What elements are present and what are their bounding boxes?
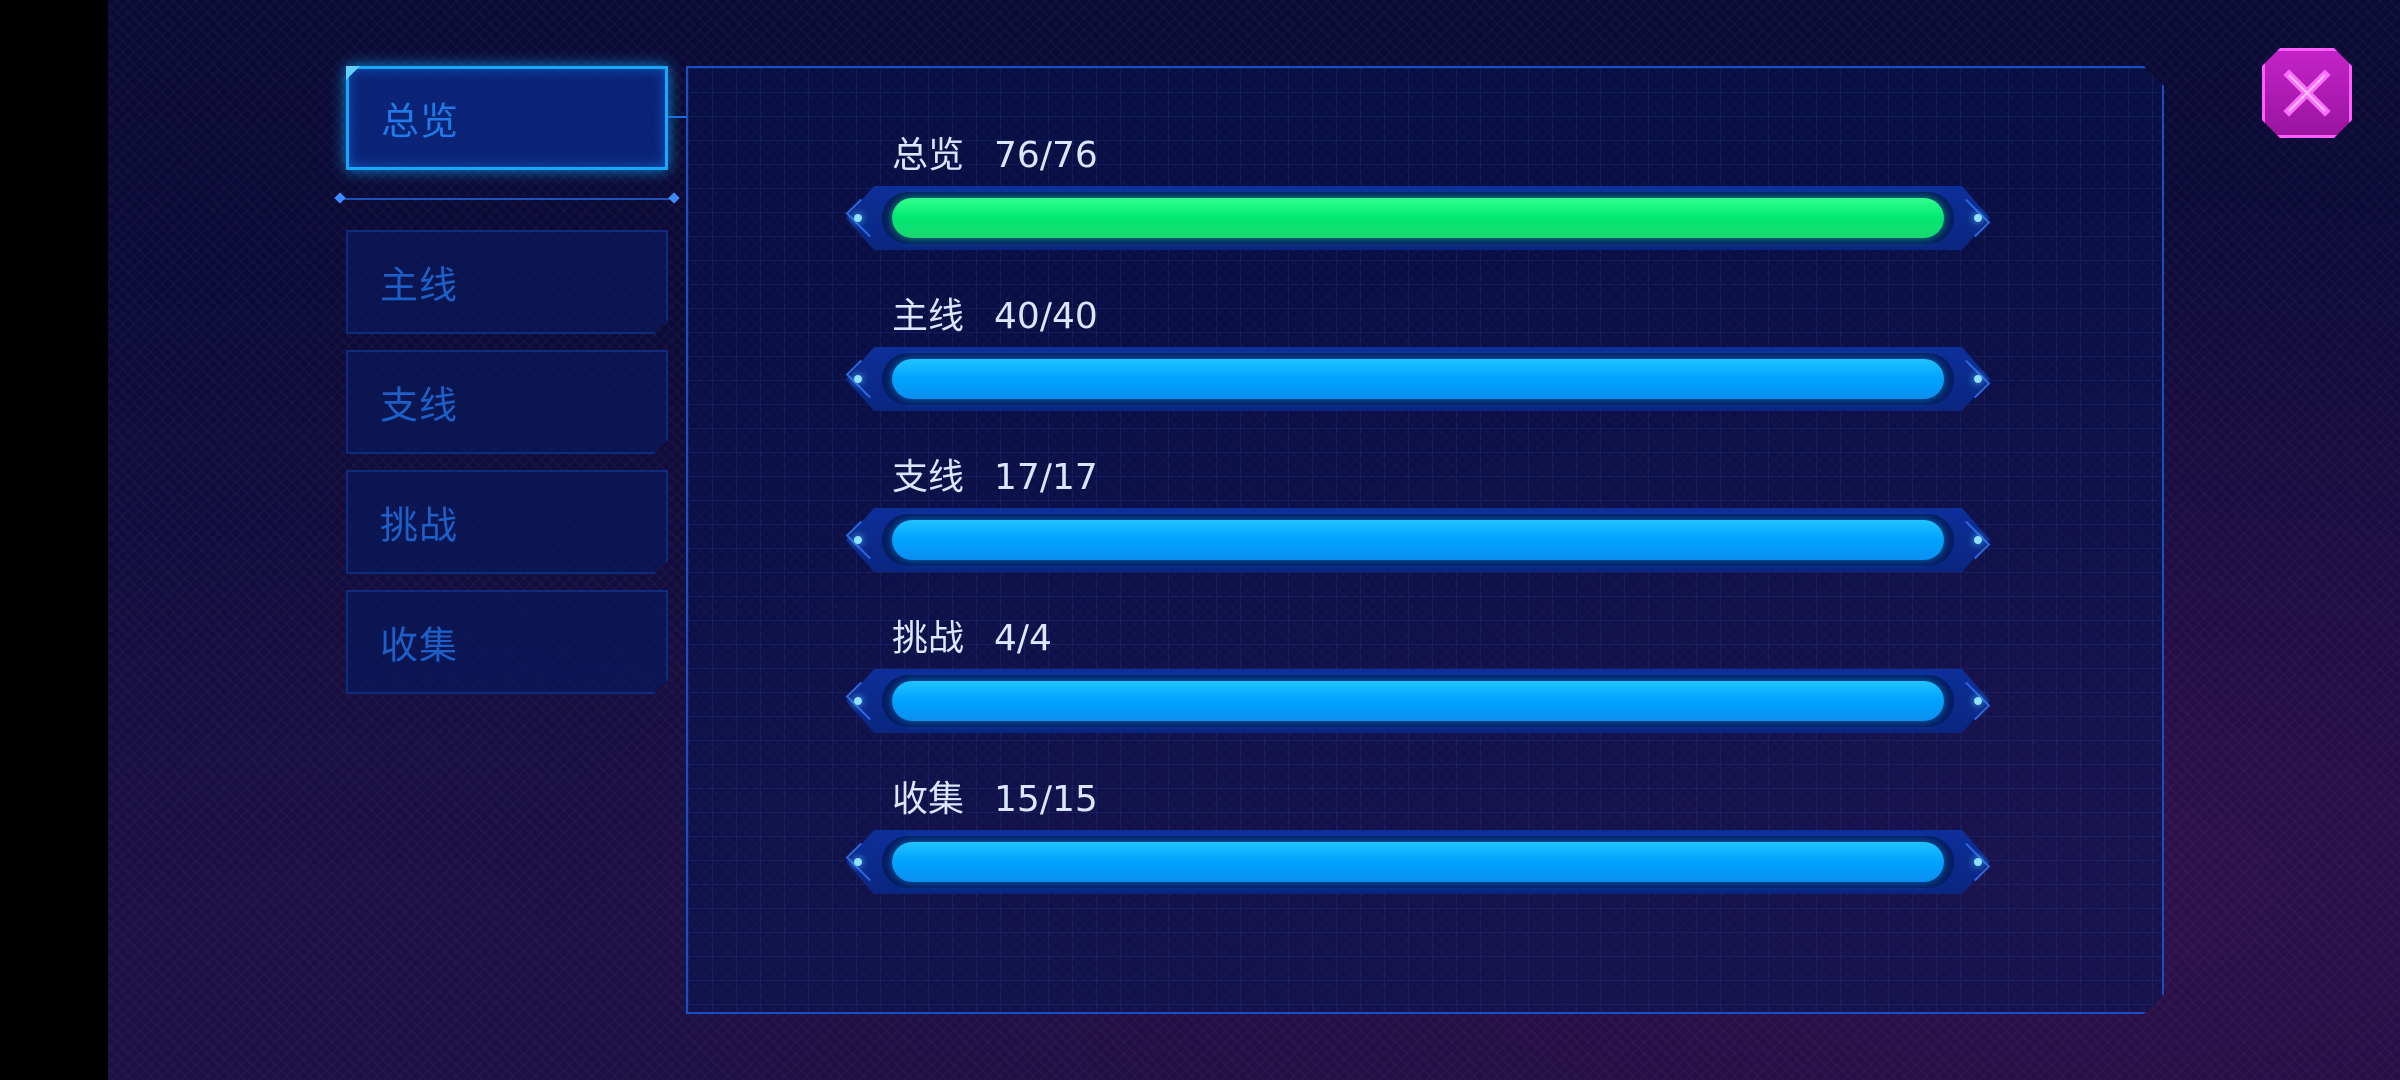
progress-row-label: 支线 17/17 xyxy=(892,448,1098,500)
spark-icon xyxy=(1974,375,1982,383)
progress-bar xyxy=(845,347,1991,411)
progress-row-label: 主线 40/40 xyxy=(892,287,1098,339)
progress-count: 76/76 xyxy=(994,135,1098,176)
progress-bar-fill xyxy=(892,681,1944,721)
progress-bar xyxy=(845,669,1991,733)
progress-category: 收集 xyxy=(892,779,965,820)
progress-category: 支线 xyxy=(892,457,965,498)
spark-icon xyxy=(854,536,862,544)
spark-icon xyxy=(854,214,862,222)
progress-bar-fill xyxy=(892,842,1944,882)
progress-row-label: 挑战 4/4 xyxy=(892,609,1052,661)
close-button[interactable] xyxy=(2262,48,2352,138)
progress-bar-fill xyxy=(892,359,1944,399)
tab-label: 总览 xyxy=(381,99,460,144)
spark-icon xyxy=(854,858,862,866)
tab-side-story[interactable]: 支线 xyxy=(346,350,668,454)
tab-corner-accent xyxy=(346,66,360,80)
progress-row-label: 收集 15/15 xyxy=(892,770,1098,822)
progress-bar xyxy=(845,830,1991,894)
progress-bar-fill xyxy=(892,198,1944,238)
tab-divider xyxy=(340,198,674,200)
progress-category: 挑战 xyxy=(892,618,965,659)
spark-icon xyxy=(1974,697,1982,705)
progress-count: 17/17 xyxy=(994,457,1098,498)
progress-count: 40/40 xyxy=(994,296,1098,337)
close-icon xyxy=(2277,63,2337,123)
tab-label: 挑战 xyxy=(380,503,459,548)
tab-label: 主线 xyxy=(380,263,459,308)
progress-count: 4/4 xyxy=(994,618,1052,659)
spark-icon xyxy=(1974,536,1982,544)
progress-bar xyxy=(845,508,1991,572)
spark-icon xyxy=(854,375,862,383)
tab-label: 收集 xyxy=(380,623,459,668)
tab-collection[interactable]: 收集 xyxy=(346,590,668,694)
progress-bar-fill xyxy=(892,520,1944,560)
progress-bar xyxy=(845,186,1991,250)
panel-connector xyxy=(668,116,688,118)
spark-icon xyxy=(854,697,862,705)
progress-category: 总览 xyxy=(892,135,965,176)
spark-icon xyxy=(1974,858,1982,866)
tab-label: 支线 xyxy=(380,383,459,428)
tab-main-story[interactable]: 主线 xyxy=(346,230,668,334)
progress-count: 15/15 xyxy=(994,779,1098,820)
spark-icon xyxy=(1974,214,1982,222)
progress-row-label: 总览 76/76 xyxy=(892,126,1098,178)
tab-challenge[interactable]: 挑战 xyxy=(346,470,668,574)
progress-category: 主线 xyxy=(892,296,965,337)
tab-overview[interactable]: 总览 xyxy=(346,66,668,170)
